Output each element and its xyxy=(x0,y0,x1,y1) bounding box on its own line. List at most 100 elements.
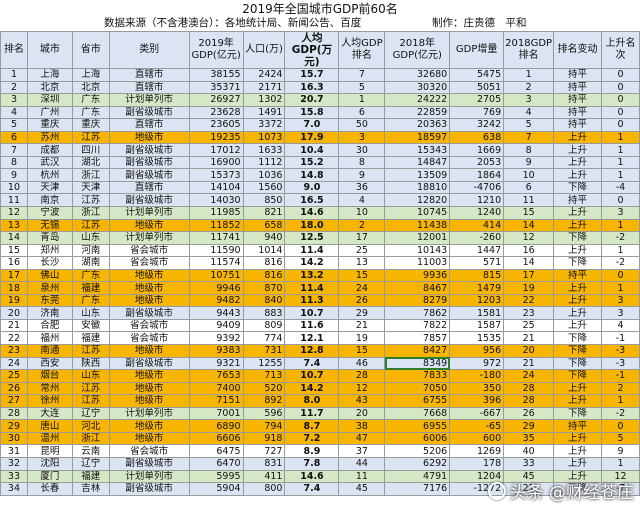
cell-population[interactable]: 892 xyxy=(242,394,286,408)
cell-gdp-2019[interactable]: 11590 xyxy=(188,243,244,258)
cell-rank-change[interactable]: 上升 xyxy=(553,206,602,220)
cell-gdp-2018[interactable]: 7862 xyxy=(384,306,451,320)
cell-gdp-2018[interactable]: 6755 xyxy=(384,394,451,408)
cell-rank-delta[interactable]: 0 xyxy=(601,93,640,107)
cell-population[interactable]: 3372 xyxy=(242,118,286,132)
cell-rank[interactable]: 23 xyxy=(0,344,28,358)
cell-gdp-2018[interactable]: 20363 xyxy=(384,118,451,132)
cell-city[interactable]: 西安 xyxy=(26,356,73,371)
cell-gdp-2019[interactable]: 35371 xyxy=(188,80,244,95)
cell-province[interactable]: 山东 xyxy=(71,231,110,245)
cell-gdp-2018[interactable]: 7822 xyxy=(384,318,451,333)
cell-rank-change[interactable]: 上升 xyxy=(553,155,602,170)
cell-per-capita-rank[interactable]: 37 xyxy=(338,444,386,458)
cell-rank-delta[interactable]: 3 xyxy=(601,206,640,220)
cell-rank-delta[interactable]: 3 xyxy=(601,293,640,308)
cell-gdp-increase[interactable]: 5051 xyxy=(449,80,505,95)
cell-gdp-per-capita[interactable]: 8.9 xyxy=(284,444,340,458)
cell-gdp-per-capita[interactable]: 15.2 xyxy=(284,155,340,170)
cell-rank-2018[interactable]: 45 xyxy=(503,469,555,484)
cell-rank-change[interactable]: 上升 xyxy=(553,456,602,471)
cell-gdp-per-capita[interactable]: 11.4 xyxy=(284,243,340,258)
cell-gdp-2018[interactable]: 7668 xyxy=(384,406,451,421)
cell-rank[interactable]: 4 xyxy=(0,105,28,120)
cell-gdp-per-capita[interactable]: 17.9 xyxy=(284,130,340,145)
cell-population[interactable]: 713 xyxy=(242,369,286,383)
cell-rank-2018[interactable]: 14 xyxy=(503,218,555,233)
cell-rank[interactable]: 10 xyxy=(0,180,28,195)
cell-gdp-2018[interactable]: 14847 xyxy=(384,155,451,170)
cell-gdp-2019[interactable]: 9383 xyxy=(188,344,244,358)
cell-gdp-2018[interactable]: 6006 xyxy=(384,431,451,446)
cell-province[interactable]: 湖南 xyxy=(71,256,110,270)
header-gdp-2019[interactable]: 2019年GDP(亿元) xyxy=(188,31,244,69)
cell-per-capita-rank[interactable]: 46 xyxy=(338,356,386,371)
cell-per-capita-rank[interactable]: 13 xyxy=(338,256,386,270)
cell-gdp-2019[interactable]: 38155 xyxy=(188,68,244,82)
cell-gdp-per-capita[interactable]: 7.2 xyxy=(284,431,340,446)
cell-city[interactable]: 济南 xyxy=(26,306,73,320)
cell-rank-change[interactable]: 下降 xyxy=(553,356,602,371)
cell-category[interactable]: 直辖市 xyxy=(108,80,190,95)
cell-per-capita-rank[interactable]: 3 xyxy=(338,130,386,145)
header-city[interactable]: 城市 xyxy=(26,31,73,69)
cell-rank[interactable]: 16 xyxy=(0,256,28,270)
cell-rank-delta[interactable]: 5 xyxy=(601,431,640,446)
cell-rank-change[interactable]: 持平 xyxy=(553,419,602,433)
cell-gdp-2018[interactable]: 7857 xyxy=(384,331,451,346)
cell-per-capita-rank[interactable]: 29 xyxy=(338,306,386,320)
cell-per-capita-rank[interactable]: 28 xyxy=(338,369,386,383)
cell-category[interactable]: 计划单列市 xyxy=(108,406,190,421)
cell-category[interactable]: 地级市 xyxy=(108,218,190,233)
cell-rank-delta[interactable]: 2 xyxy=(601,381,640,396)
cell-rank-2018[interactable]: 23 xyxy=(503,306,555,320)
cell-rank[interactable]: 24 xyxy=(0,356,28,371)
cell-province[interactable]: 安徽 xyxy=(71,318,110,333)
cell-category[interactable]: 直辖市 xyxy=(108,180,190,195)
header-province[interactable]: 省市 xyxy=(71,31,110,69)
cell-gdp-2019[interactable]: 6470 xyxy=(188,456,244,471)
cell-rank-2018[interactable]: 33 xyxy=(503,456,555,471)
cell-gdp-increase[interactable]: -180 xyxy=(449,369,505,383)
cell-gdp-2019[interactable]: 7151 xyxy=(188,394,244,408)
cell-rank-2018[interactable]: 29 xyxy=(503,419,555,433)
cell-population[interactable]: 658 xyxy=(242,218,286,233)
header-gdp-increase[interactable]: GDP增量 xyxy=(449,31,505,69)
cell-gdp-2018[interactable]: 8349 xyxy=(384,356,451,371)
cell-gdp-2018[interactable]: 24222 xyxy=(384,93,451,107)
cell-rank-2018[interactable]: 17 xyxy=(503,268,555,283)
cell-rank-2018[interactable]: 9 xyxy=(503,155,555,170)
cell-rank-2018[interactable]: 12 xyxy=(503,231,555,245)
cell-rank-delta[interactable]: -1 xyxy=(601,369,640,383)
cell-rank[interactable]: 13 xyxy=(0,218,28,233)
cell-rank-2018[interactable]: 35 xyxy=(503,431,555,446)
cell-population[interactable]: 1255 xyxy=(242,356,286,371)
cell-gdp-increase[interactable]: 1240 xyxy=(449,206,505,220)
cell-rank-delta[interactable]: -2 xyxy=(601,231,640,245)
cell-population[interactable]: 731 xyxy=(242,344,286,358)
cell-rank-change[interactable]: 上升 xyxy=(553,143,602,157)
cell-rank-change[interactable]: 持平 xyxy=(553,193,602,207)
cell-per-capita-rank[interactable]: 8 xyxy=(338,155,386,170)
cell-rank[interactable]: 2 xyxy=(0,80,28,95)
cell-rank-change[interactable]: 下降 xyxy=(553,344,602,358)
cell-gdp-increase[interactable]: -260 xyxy=(449,231,505,245)
cell-rank[interactable]: 8 xyxy=(0,155,28,170)
cell-rank-change[interactable]: 下降 xyxy=(553,369,602,383)
cell-per-capita-rank[interactable]: 17 xyxy=(338,231,386,245)
cell-per-capita-rank[interactable]: 2 xyxy=(338,218,386,233)
cell-gdp-per-capita[interactable]: 11.3 xyxy=(284,293,340,308)
cell-rank-2018[interactable]: 27 xyxy=(503,482,555,496)
cell-rank-2018[interactable]: 19 xyxy=(503,281,555,295)
cell-gdp-2019[interactable]: 10751 xyxy=(188,268,244,283)
header-category[interactable]: 类别 xyxy=(108,31,190,69)
cell-province[interactable]: 北京 xyxy=(71,80,110,95)
cell-rank-delta[interactable]: 0 xyxy=(601,80,640,95)
cell-rank-2018[interactable]: 24 xyxy=(503,369,555,383)
cell-rank-delta[interactable]: 9 xyxy=(601,444,640,458)
cell-rank-change[interactable]: 持平 xyxy=(553,268,602,283)
cell-city[interactable]: 无锡 xyxy=(26,218,73,233)
cell-population[interactable]: 940 xyxy=(242,231,286,245)
cell-rank-delta[interactable]: 1 xyxy=(601,218,640,233)
cell-gdp-2019[interactable]: 14104 xyxy=(188,180,244,195)
